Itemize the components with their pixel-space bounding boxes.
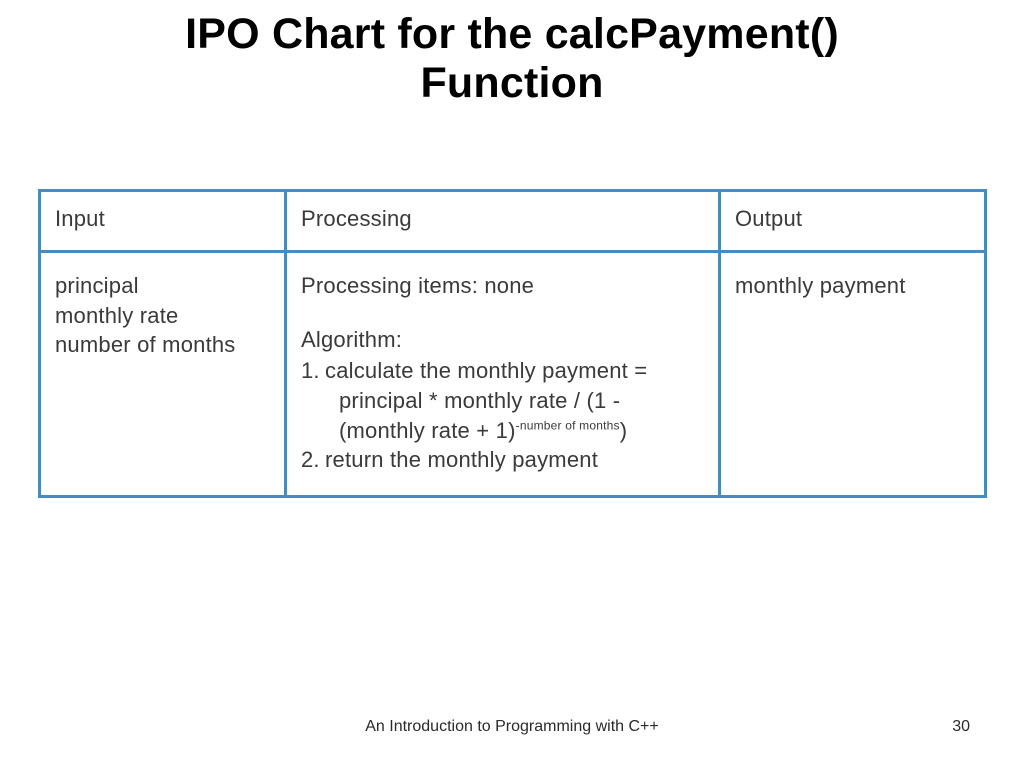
output-text: monthly payment <box>735 273 906 298</box>
step-number: 2. <box>301 445 320 475</box>
slide-title-line1: IPO Chart for the calcPayment() <box>185 10 839 58</box>
step-2-line1: return the monthly payment <box>325 447 598 472</box>
input-list: principal monthly rate number of months <box>55 271 270 360</box>
slide: IPO Chart for the calcPayment() Function… <box>0 0 1024 768</box>
step-1-exponent: -number of months <box>516 418 620 432</box>
input-item: number of months <box>55 330 270 360</box>
slide-title-line2: Function <box>420 59 603 107</box>
step-1-line1: calculate the monthly payment = <box>325 358 647 383</box>
step-1-line3: (monthly rate + 1)-number of months) <box>325 416 704 446</box>
footer-text: An Introduction to Programming with C++ <box>0 718 1024 736</box>
input-item: principal <box>55 271 270 301</box>
step-1-line3-pre: (monthly rate + 1) <box>339 418 516 443</box>
algorithm-step-2: 2. return the monthly payment <box>301 445 704 475</box>
ipo-body-row: principal monthly rate number of months … <box>40 252 986 497</box>
ipo-header-processing: Processing <box>286 191 720 252</box>
step-number: 1. <box>301 356 320 386</box>
step-1-line3-post: ) <box>620 418 628 443</box>
step-1-line2: principal * monthly rate / (1 - <box>325 386 704 416</box>
ipo-input-cell: principal monthly rate number of months <box>40 252 286 497</box>
ipo-header-input: Input <box>40 191 286 252</box>
ipo-header-output: Output <box>720 191 986 252</box>
page-number: 30 <box>952 718 970 736</box>
input-item: monthly rate <box>55 301 270 331</box>
processing-items-line: Processing items: none <box>301 271 704 301</box>
algorithm-label: Algorithm: <box>301 325 704 355</box>
ipo-header-row: Input Processing Output <box>40 191 986 252</box>
ipo-output-cell: monthly payment <box>720 252 986 497</box>
ipo-table-container: Input Processing Output principal monthl… <box>38 189 984 498</box>
ipo-table: Input Processing Output principal monthl… <box>38 189 987 498</box>
algorithm-step-1: 1. calculate the monthly payment = princ… <box>301 356 704 445</box>
ipo-processing-cell: Processing items: none Algorithm: 1. cal… <box>286 252 720 497</box>
algorithm-steps: 1. calculate the monthly payment = princ… <box>301 356 704 475</box>
processing-block: Processing items: none Algorithm: 1. cal… <box>301 271 704 475</box>
slide-title: IPO Chart for the calcPayment() Function <box>0 0 1024 109</box>
